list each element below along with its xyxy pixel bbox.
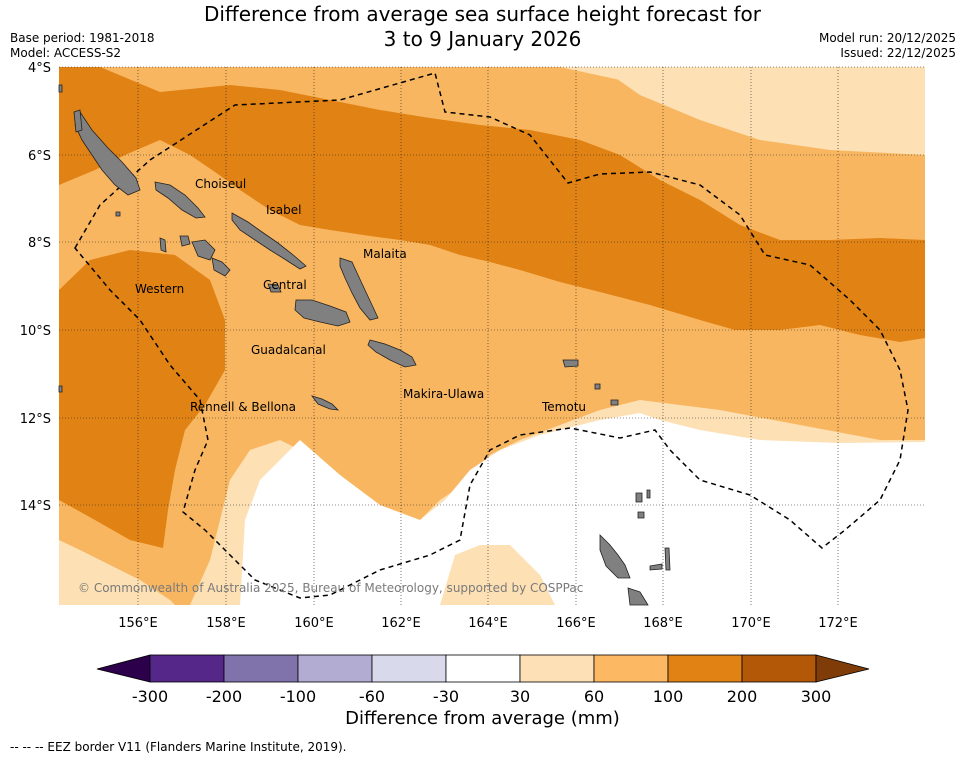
band-100-200-main	[59, 67, 925, 342]
band-neutral	[240, 413, 925, 605]
forecast-map: Choiseul Isabel Malaita Western Central …	[20, 61, 925, 631]
vella-lavella-island	[179, 235, 191, 247]
colorbar-tick: 300	[801, 687, 832, 706]
small-island-3	[58, 84, 63, 93]
label-temotu: Temotu	[541, 400, 586, 414]
lat-label: 8°S	[28, 236, 51, 251]
label-makira-ulawa: Makira-Ulawa	[403, 387, 484, 401]
torres-islands	[635, 492, 643, 503]
copyright-notice: © Commonwealth of Australia 2025, Bureau…	[78, 581, 583, 595]
map-field	[59, 67, 925, 605]
colorbar-tick: 60	[584, 687, 604, 706]
longitude-labels: 156°E 158°E 160°E 162°E 164°E 166°E 168°…	[118, 616, 858, 631]
colorbar-tick: -300	[132, 687, 168, 706]
title-line-1: Difference from average sea surface heig…	[203, 2, 762, 26]
lon-label: 158°E	[206, 616, 246, 631]
band-30-60-patch	[440, 545, 555, 605]
ranongga-island	[159, 237, 167, 253]
band-30-60-south-west	[59, 540, 175, 605]
colorbar-min-arrow	[96, 654, 151, 683]
espiritu-santo-island	[599, 534, 631, 579]
colorbar-tick: -60	[359, 687, 385, 706]
colorbar-tick: 30	[510, 687, 530, 706]
colorbar-segment	[223, 654, 299, 683]
pentecost-island	[664, 547, 671, 571]
label-guadalcanal: Guadalcanal	[251, 343, 326, 357]
colorbar-label: Difference from average (mm)	[345, 708, 620, 729]
colorbar-tick: -100	[280, 687, 316, 706]
lat-label: 10°S	[20, 324, 51, 339]
place-labels: Choiseul Isabel Malaita Western Central …	[135, 177, 586, 414]
new-georgia-island	[191, 239, 216, 261]
banks-islands	[646, 489, 651, 499]
lon-label: 168°E	[643, 616, 683, 631]
colorbar-segment	[149, 654, 225, 683]
isabel-island	[231, 212, 307, 270]
lat-label: 12°S	[20, 412, 51, 427]
colorbar-tick: -30	[433, 687, 459, 706]
colorbar-segment	[593, 654, 669, 683]
lon-label: 166°E	[556, 616, 596, 631]
meta-right: Model run: 20/12/2025 Issued: 22/12/2025	[819, 31, 956, 61]
islands	[58, 84, 671, 606]
eez-legend-note: -- -- -- EEZ border V11 (Flanders Marine…	[10, 740, 347, 754]
colorbar-segment	[445, 654, 521, 683]
latitude-labels: 4°S 6°S 8°S 10°S 12°S 14°S	[20, 61, 51, 514]
lat-label: 14°S	[20, 499, 51, 514]
guadalcanal-island	[294, 299, 351, 327]
colorbar-segment	[297, 654, 373, 683]
map-title: Difference from average sea surface heig…	[0, 2, 965, 52]
lon-label: 160°E	[294, 616, 334, 631]
issued-date: Issued: 22/12/2025	[840, 46, 956, 60]
colorbar-segment	[741, 654, 817, 683]
small-island-1	[637, 511, 645, 519]
label-choiseul: Choiseul	[195, 177, 246, 191]
colorbar-tick: -200	[206, 687, 242, 706]
utupua-island	[594, 383, 601, 390]
model-name: Model: ACCESS-S2	[10, 46, 122, 60]
eez-border	[74, 72, 909, 599]
central-islands	[267, 283, 282, 293]
colorbar-segment	[519, 654, 595, 683]
bougainville-island	[74, 111, 141, 196]
choiseul-island	[154, 181, 206, 219]
buka-island	[73, 109, 83, 133]
western-islands	[211, 257, 231, 277]
model-run: Model run: 20/12/2025	[818, 31, 956, 45]
lon-label: 164°E	[468, 616, 508, 631]
base-period: Base period: 1981-2018	[10, 31, 155, 45]
lat-label: 4°S	[28, 61, 51, 76]
malaita-island	[339, 257, 379, 321]
ambae-island	[649, 563, 663, 571]
makira-island	[367, 339, 417, 368]
colorbar-tick: 200	[727, 687, 758, 706]
lon-label: 172°E	[818, 616, 858, 631]
label-malaita: Malaita	[363, 247, 407, 261]
colorbar-segment	[371, 654, 447, 683]
label-central: Central	[263, 278, 307, 292]
lon-label: 170°E	[731, 616, 771, 631]
malakula-island	[627, 587, 649, 606]
colorbar-max-arrow	[815, 654, 870, 683]
colorbar: -300 -200 -100 -60 -30 30 60 100 200 300	[96, 654, 870, 706]
vanikoro-island	[610, 399, 619, 406]
colorbar-segment	[667, 654, 743, 683]
title-line-2: 3 to 9 January 2026	[383, 27, 582, 51]
rennell-island	[310, 395, 340, 411]
small-island-4	[58, 385, 63, 393]
band-100-200-west	[59, 250, 225, 548]
colorbar-tick: 100	[653, 687, 684, 706]
label-rennell-bellona: Rennell & Bellona	[190, 400, 296, 414]
lon-label: 162°E	[381, 616, 421, 631]
lon-label: 156°E	[118, 616, 158, 631]
santa-cruz-island	[562, 359, 579, 368]
label-western: Western	[135, 282, 184, 296]
band-30-60-north-east	[560, 67, 925, 155]
small-island-2	[115, 211, 121, 217]
label-isabel: Isabel	[266, 203, 301, 217]
lat-label: 6°S	[28, 149, 51, 164]
meta-left: Base period: 1981-2018 Model: ACCESS-S2	[10, 31, 155, 61]
